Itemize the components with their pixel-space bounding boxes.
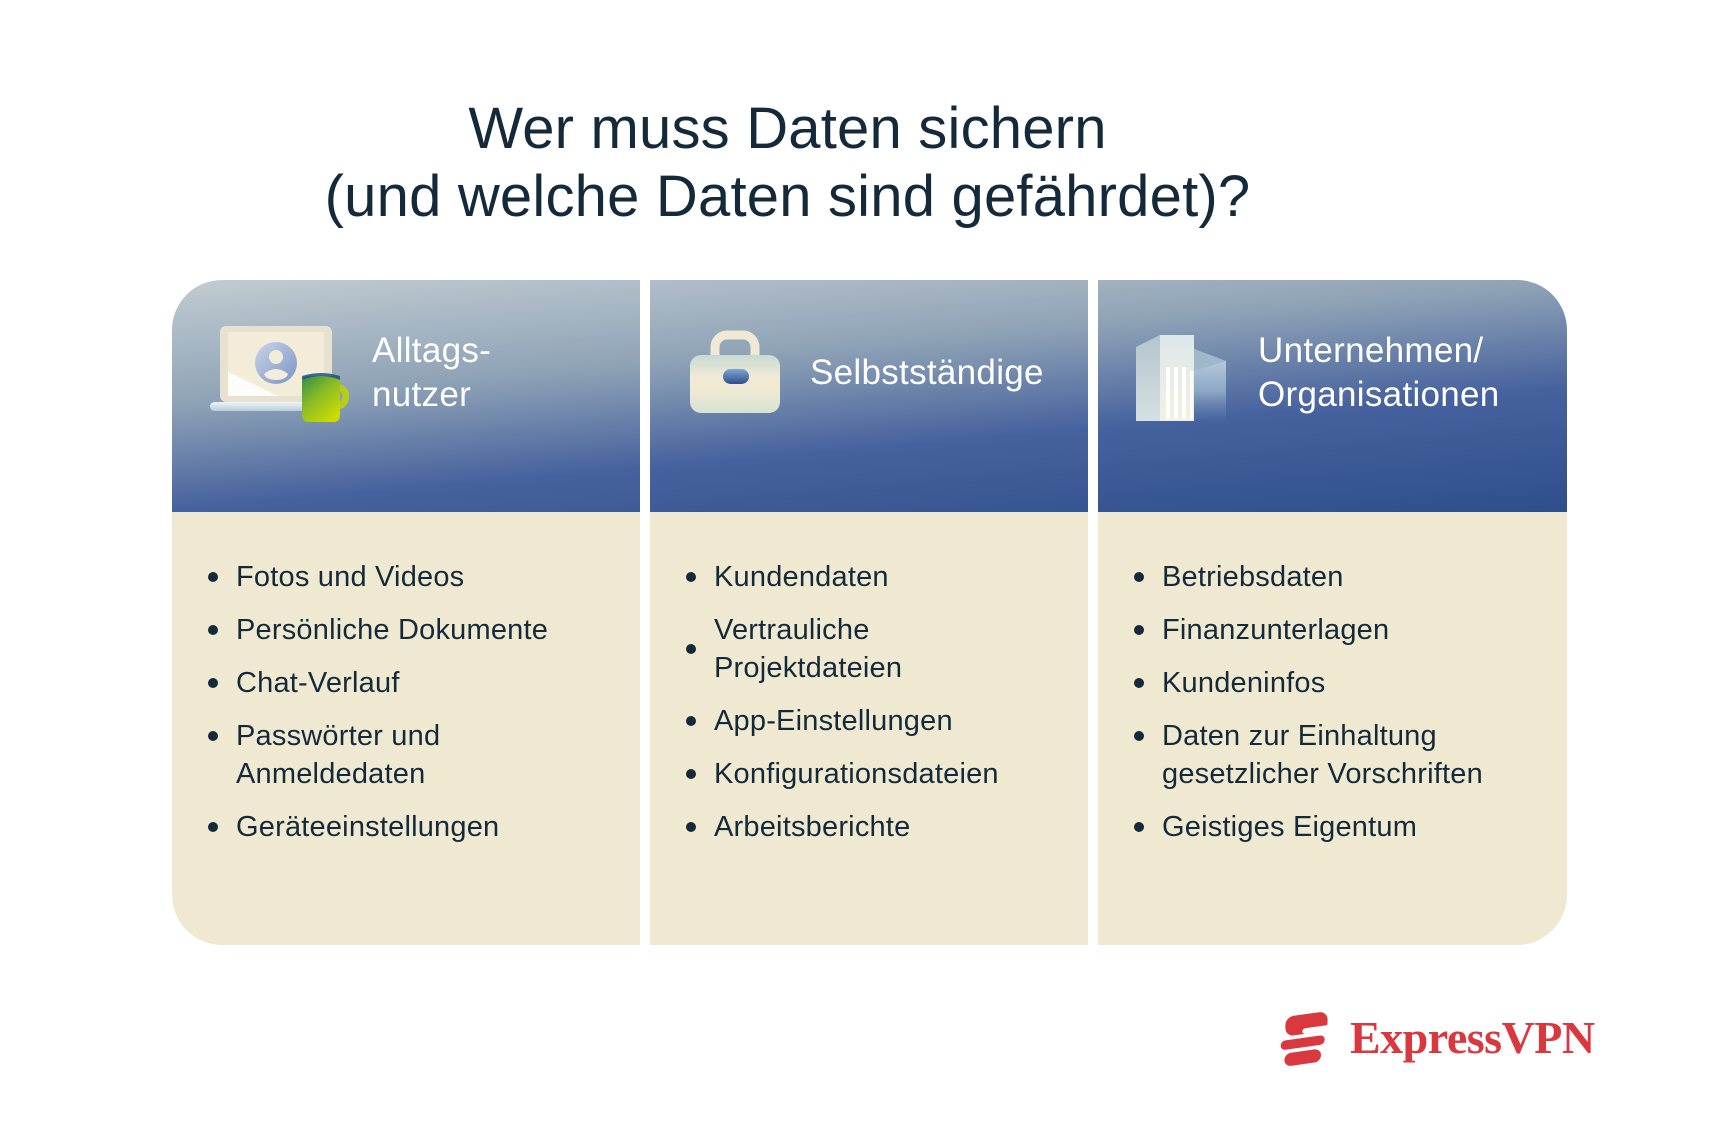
card-everyday-users: Alltags- nutzer Fotos und Videos Persönli… [172, 280, 640, 945]
bullet-icon [684, 611, 714, 687]
item-text: Kundeninfos [1162, 667, 1326, 699]
list-item: Finanzunterlagen [1132, 611, 1543, 649]
card-organizations: Unternehmen/ Organisationen Betriebsdate… [1098, 280, 1567, 945]
bullet-icon [206, 611, 236, 649]
everyday-users-list: Fotos und Videos Persönliche Dokumente Cha… [206, 558, 616, 846]
list-item: Geräteeinstellungen [206, 808, 616, 846]
card-body-everyday-users: Fotos und Videos Persönliche Dokumente Cha… [172, 512, 640, 945]
item-text: Fotos und Videos [236, 561, 465, 593]
building-icon [1128, 321, 1238, 425]
item-text: Kundendaten [714, 561, 889, 593]
card-title-freelancers: Selbstständige [810, 353, 1044, 392]
card-freelancers: Selbstständige Kundendaten Vertrauliche P… [650, 280, 1088, 945]
item-text: Geistiges Eigentum [1162, 811, 1418, 843]
item-text: Konfigurationsdateien [714, 758, 999, 790]
list-item: Betriebsdaten [1132, 558, 1543, 596]
list-item: Arbeitsberichte [684, 808, 1064, 846]
bullet-icon [206, 808, 236, 846]
card-title-organizations: Unternehmen/ Organisationen [1258, 331, 1500, 414]
list-item: Passwörter und Anmeldedaten [206, 717, 616, 793]
item-text: Chat-Verlauf [236, 667, 400, 699]
cards-container: Alltags- nutzer Fotos und Videos Persönli… [172, 280, 1567, 945]
organizations-list: Betriebsdaten Finanzunterlagen Kundeninfos… [1132, 558, 1543, 846]
bullet-icon [1132, 558, 1162, 596]
list-item: Persönliche Dokumente [206, 611, 616, 649]
laptop-user-mug-icon [202, 318, 352, 428]
card-header-everyday-users: Alltags- nutzer [172, 280, 640, 512]
bullet-icon [1132, 664, 1162, 702]
expressvpn-wordmark: ExpressVPN [1350, 1011, 1595, 1063]
item-text: Arbeitsberichte [714, 811, 911, 843]
item-text: Vertrauliche Projektdateien [714, 614, 903, 684]
bullet-icon [206, 664, 236, 702]
bullet-icon [684, 558, 714, 596]
bullet-icon [684, 702, 714, 740]
bullet-icon [206, 558, 236, 596]
card-body-freelancers: Kundendaten Vertrauliche Projektdateien Ap… [650, 512, 1088, 945]
list-item: Fotos und Videos [206, 558, 616, 596]
bullet-icon [206, 717, 236, 793]
bullet-icon [1132, 717, 1162, 793]
list-item: Daten zur Einhaltung gesetzlicher Vorsch… [1132, 717, 1543, 793]
freelancers-list: Kundendaten Vertrauliche Projektdateien Ap… [684, 558, 1064, 846]
list-item: Kundendaten [684, 558, 1064, 596]
list-item: Kundeninfos [1132, 664, 1543, 702]
bullet-icon [1132, 611, 1162, 649]
title-line-1: Wer muss Daten sichern [468, 95, 1107, 161]
bullet-icon [684, 808, 714, 846]
list-item: Geistiges Eigentum [1132, 808, 1543, 846]
list-item: App-Einstellungen [684, 702, 1064, 740]
item-text: Passwörter und Anmeldedaten [236, 720, 441, 790]
expressvpn-logo-icon [1280, 1012, 1331, 1066]
list-item: Vertrauliche Projektdateien [684, 611, 1064, 687]
item-text: Persönliche Dokumente [236, 614, 549, 646]
bullet-icon [1132, 808, 1162, 846]
list-item: Konfigurationsdateien [684, 755, 1064, 793]
card-header-freelancers: Selbstständige [650, 280, 1088, 512]
page-title: Wer muss Daten sichern (und welche Daten … [0, 95, 1575, 231]
card-header-organizations: Unternehmen/ Organisationen [1098, 280, 1567, 512]
item-text: App-Einstellungen [714, 705, 953, 737]
expressvpn-logo: ExpressVPN [1276, 1008, 1595, 1066]
card-body-organizations: Betriebsdaten Finanzunterlagen Kundeninfos… [1098, 512, 1567, 945]
item-text: Daten zur Einhaltung gesetzlicher Vorsch… [1162, 720, 1483, 790]
item-text: Finanzunterlagen [1162, 614, 1390, 646]
bullet-icon [684, 755, 714, 793]
item-text: Betriebsdaten [1162, 561, 1344, 593]
briefcase-icon [680, 327, 790, 419]
title-line-2: (und welche Daten sind gefährdet)? [324, 163, 1251, 229]
card-title-everyday-users: Alltags- nutzer [372, 331, 492, 414]
item-text: Geräteeinstellungen [236, 811, 500, 843]
list-item: Chat-Verlauf [206, 664, 616, 702]
